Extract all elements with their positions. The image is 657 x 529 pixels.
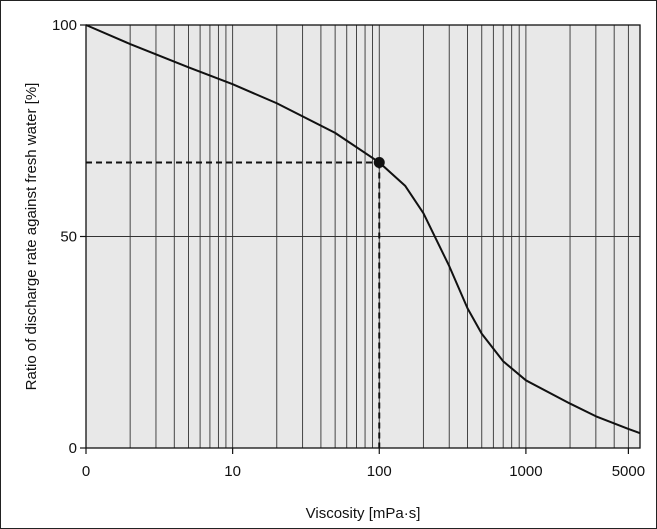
y-tick-label: 0 <box>69 440 77 457</box>
x-tick-label: 5000 <box>612 463 645 480</box>
y-tick-label: 50 <box>60 229 77 246</box>
x-tick-label: 10 <box>224 463 241 480</box>
x-axis-label: Viscosity [mPa·s] <box>306 505 421 522</box>
grid-lines <box>86 25 640 448</box>
x-tick-label: 0 <box>82 463 90 480</box>
guide-lines <box>86 161 381 448</box>
y-axis-label: Ratio of discharge rate against fresh wa… <box>23 83 40 391</box>
y-axis-ticks: 100 50 0 <box>52 17 86 457</box>
x-axis-ticks: 0 10 100 1000 5000 <box>82 448 645 480</box>
highlight-point <box>373 156 385 168</box>
x-tick-label: 100 <box>367 463 392 480</box>
discharge-ratio-curve <box>85 24 641 435</box>
x-tick-label: 1000 <box>509 463 542 480</box>
y-tick-label: 100 <box>52 17 77 34</box>
